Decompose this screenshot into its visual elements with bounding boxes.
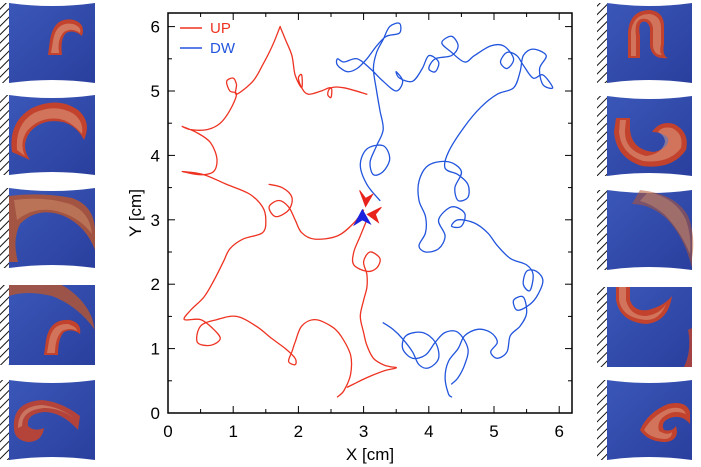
x-tick-label: 4 xyxy=(424,422,433,441)
legend-label-dw: DW xyxy=(210,40,236,57)
y-tick-label: 1 xyxy=(151,340,160,359)
x-tick-label: 6 xyxy=(554,422,563,441)
right-snapshots xyxy=(597,3,694,460)
x-tick-label: 1 xyxy=(228,422,237,441)
snapshot-left-3 xyxy=(0,188,95,268)
x-tick-label: 0 xyxy=(163,422,172,441)
snapshot-left-5 xyxy=(0,380,95,460)
snapshot-right-2 xyxy=(597,96,692,176)
x-tick-label: 5 xyxy=(489,422,498,441)
chart: 0 1 2 3 4 5 6 0 1 2 3 4 5 6 UP DW X [cm] Y [cm] xyxy=(126,12,573,464)
snapshot-right-5 xyxy=(597,380,692,460)
y-tick-label: 3 xyxy=(151,211,160,230)
series-up-trajectory-4 xyxy=(346,219,397,388)
arrow-dw-3 xyxy=(353,208,372,227)
snapshot-right-4 xyxy=(597,287,692,367)
x-axis-title: X [cm] xyxy=(346,445,394,464)
y-tick-label: 5 xyxy=(151,82,160,101)
ticks-layer: 0 1 2 3 4 5 6 0 1 2 3 4 5 6 xyxy=(151,13,572,441)
y-axis-title: Y [cm] xyxy=(126,189,145,237)
series-up-trajectory-3 xyxy=(268,183,365,240)
legend: UP DW xyxy=(180,20,236,57)
series-dw-trajectory-1 xyxy=(335,22,554,398)
arrows-layer xyxy=(353,190,382,227)
y-tick-label: 6 xyxy=(151,18,160,37)
x-tick-label: 2 xyxy=(294,422,303,441)
legend-label-up: UP xyxy=(210,20,231,37)
snapshot-left-2 xyxy=(0,95,95,175)
left-snapshots xyxy=(0,3,95,460)
y-tick-label: 4 xyxy=(151,146,160,165)
series-up-trajectory-1 xyxy=(181,25,353,398)
arrow-up-1 xyxy=(359,190,374,208)
trajectories-layer xyxy=(181,22,554,398)
arrow-up-2 xyxy=(366,206,382,224)
y-tick-label: 0 xyxy=(151,404,160,423)
y-tick-label: 2 xyxy=(151,275,160,294)
x-tick-label: 3 xyxy=(359,422,368,441)
snapshot-right-3 xyxy=(597,190,694,270)
series-dw-trajectory-2 xyxy=(382,322,469,385)
series-up-trajectory-2 xyxy=(279,25,368,99)
snapshot-left-1 xyxy=(0,3,95,83)
snapshot-right-1 xyxy=(597,3,692,83)
snapshot-left-4 xyxy=(0,285,95,365)
